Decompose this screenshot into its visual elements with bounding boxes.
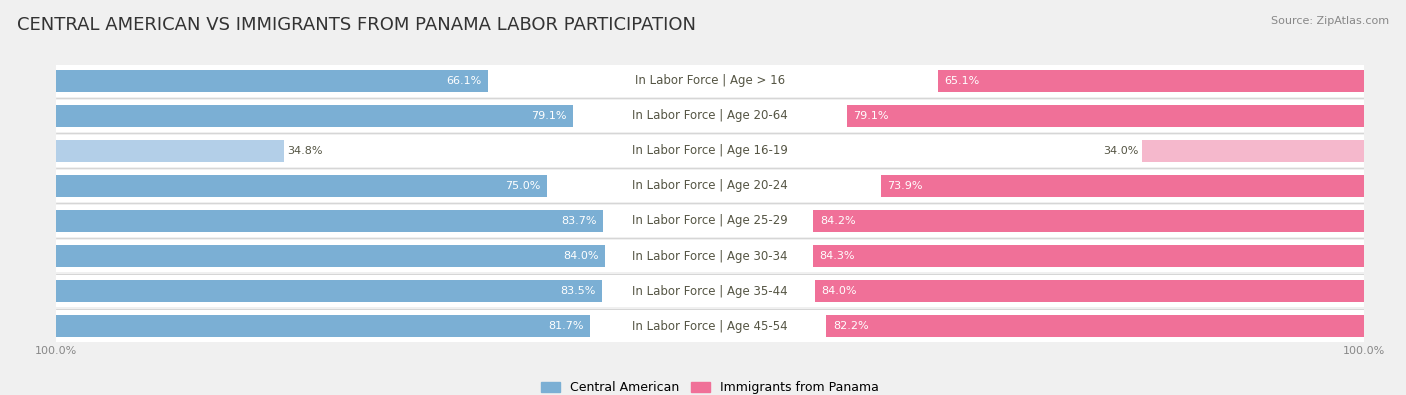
Text: 84.3%: 84.3% [820, 251, 855, 261]
Bar [56, 100, 1364, 132]
Text: 84.2%: 84.2% [820, 216, 855, 226]
Legend: Central American, Immigrants from Panama: Central American, Immigrants from Panama [536, 376, 884, 395]
Text: 34.8%: 34.8% [287, 146, 322, 156]
Bar [56, 170, 1364, 202]
Bar [56, 245, 606, 267]
Text: 34.0%: 34.0% [1102, 146, 1139, 156]
Text: Source: ZipAtlas.com: Source: ZipAtlas.com [1271, 16, 1389, 26]
Bar [56, 70, 488, 92]
Bar [56, 240, 1364, 272]
FancyBboxPatch shape [619, 278, 801, 304]
FancyBboxPatch shape [619, 138, 801, 164]
FancyBboxPatch shape [619, 68, 801, 93]
Bar [880, 175, 1364, 197]
Text: In Labor Force | Age 20-24: In Labor Force | Age 20-24 [633, 179, 787, 192]
Text: 84.0%: 84.0% [564, 251, 599, 261]
Bar [814, 280, 1364, 302]
Text: 81.7%: 81.7% [548, 321, 583, 331]
Text: 79.1%: 79.1% [531, 111, 567, 121]
Text: 66.1%: 66.1% [447, 76, 482, 86]
Bar [56, 315, 591, 337]
FancyBboxPatch shape [619, 103, 801, 128]
Bar [56, 280, 602, 302]
Bar [813, 245, 1364, 267]
Text: In Labor Force | Age 45-54: In Labor Force | Age 45-54 [633, 320, 787, 333]
Text: 79.1%: 79.1% [853, 111, 889, 121]
Bar [56, 140, 284, 162]
Bar [846, 105, 1364, 127]
FancyBboxPatch shape [619, 243, 801, 269]
Text: In Labor Force | Age 25-29: In Labor Force | Age 25-29 [633, 214, 787, 228]
Text: 83.5%: 83.5% [560, 286, 596, 296]
Bar [56, 105, 574, 127]
Bar [1142, 140, 1364, 162]
FancyBboxPatch shape [619, 208, 801, 233]
Bar [56, 175, 547, 197]
Bar [56, 275, 1364, 307]
Bar [56, 65, 1364, 96]
Text: In Labor Force | Age 16-19: In Labor Force | Age 16-19 [633, 144, 787, 157]
Bar [813, 210, 1364, 232]
Text: In Labor Force | Age > 16: In Labor Force | Age > 16 [636, 74, 785, 87]
Bar [56, 210, 603, 232]
FancyBboxPatch shape [619, 314, 801, 339]
Text: 83.7%: 83.7% [561, 216, 598, 226]
Text: 65.1%: 65.1% [945, 76, 980, 86]
Text: 75.0%: 75.0% [505, 181, 540, 191]
Text: CENTRAL AMERICAN VS IMMIGRANTS FROM PANAMA LABOR PARTICIPATION: CENTRAL AMERICAN VS IMMIGRANTS FROM PANA… [17, 16, 696, 34]
FancyBboxPatch shape [619, 173, 801, 199]
Text: In Labor Force | Age 20-64: In Labor Force | Age 20-64 [633, 109, 787, 122]
Text: In Labor Force | Age 35-44: In Labor Force | Age 35-44 [633, 284, 787, 297]
Bar [56, 310, 1364, 342]
Bar [56, 205, 1364, 237]
Bar [938, 70, 1364, 92]
Text: 73.9%: 73.9% [887, 181, 922, 191]
Text: 82.2%: 82.2% [832, 321, 869, 331]
Text: In Labor Force | Age 30-34: In Labor Force | Age 30-34 [633, 250, 787, 263]
Text: 84.0%: 84.0% [821, 286, 856, 296]
Bar [56, 135, 1364, 167]
Bar [827, 315, 1364, 337]
